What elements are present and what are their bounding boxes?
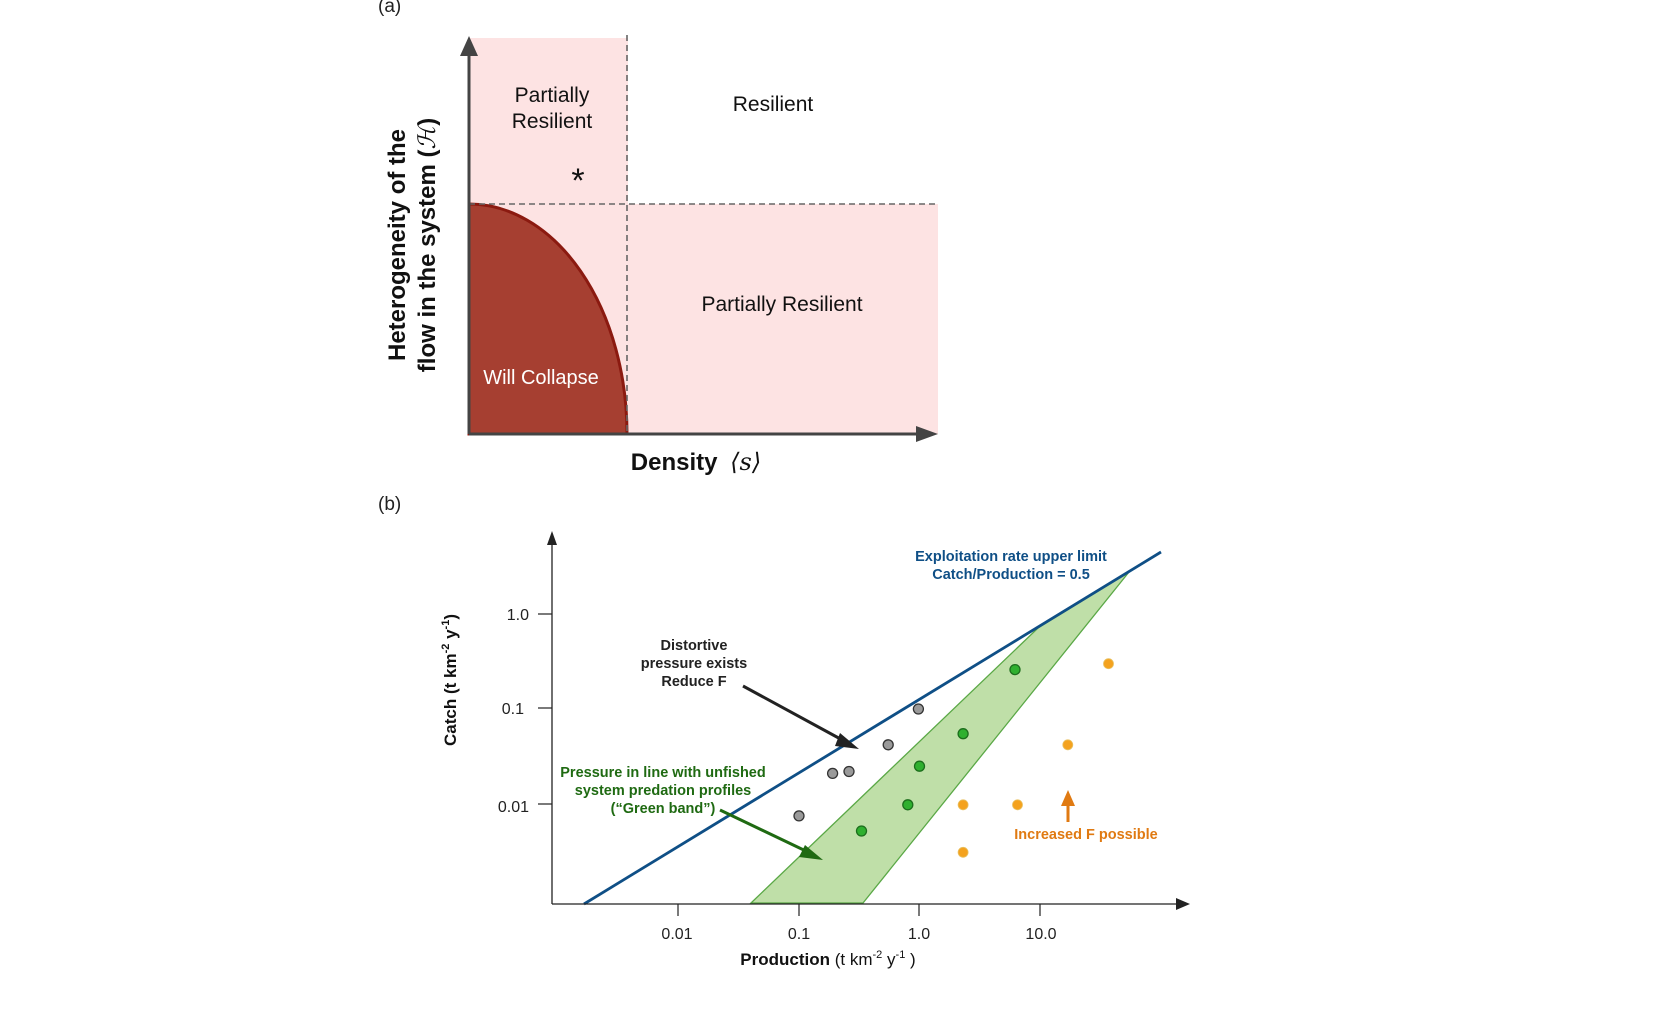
x-axis-a-arrowhead: [916, 426, 938, 442]
y-axis-b-arrowhead: [547, 531, 557, 545]
green-data-point: [913, 760, 926, 772]
green-band-arrowhead: [799, 845, 823, 860]
panel-a-label: (a): [378, 0, 402, 17]
y-axis-a-arrowhead: [460, 36, 478, 56]
distortive-label-line1: Distortive: [661, 638, 728, 654]
grey-data-point: [843, 765, 855, 778]
upper-limit-label-line1: Exploitation rate upper limit: [915, 549, 1107, 565]
panel-a: Partially Resilient * Resilient Partiall…: [384, 35, 938, 476]
grey-data-point: [793, 810, 805, 822]
orange-data-point: [957, 799, 969, 811]
x-axis-b-arrowhead: [1176, 898, 1190, 910]
orange-data-point: [1062, 739, 1074, 751]
increase-label: Increased F possible: [1014, 827, 1157, 843]
panel-b: 1.0 0.1 0.01 0.01 0.1 1.0 10.0 Productio…: [440, 531, 1190, 969]
region-top-left-label-line1: Partially: [515, 84, 590, 107]
green-band-label-line3: (“Green band”): [611, 801, 716, 817]
increase-arrowhead: [1061, 790, 1075, 806]
orange-data-point: [1103, 658, 1114, 670]
upper-limit-line: [583, 550, 1162, 906]
y-axis-a-label: Heterogeneity of the flow in the system …: [384, 118, 441, 372]
green-data-point: [902, 799, 914, 811]
distortive-arrow-shaft: [742, 684, 847, 744]
orange-data-point: [1012, 799, 1023, 811]
data-points: [793, 658, 1114, 858]
x-tick-label: 0.1: [788, 926, 810, 943]
y-axis-a-label-line2: flow in the system (ℋ): [413, 118, 441, 372]
region-top-left-label-line2: Resilient: [512, 110, 593, 133]
green-data-point: [855, 825, 868, 837]
region-bottom-right-label: Partially Resilient: [701, 293, 862, 316]
x-tick-label: 1.0: [908, 926, 930, 943]
collapse-label: Will Collapse: [483, 367, 599, 389]
y-tick-label: 0.1: [502, 701, 524, 718]
region-top-right-label: Resilient: [733, 93, 814, 116]
distortive-label-line3: Reduce F: [661, 674, 726, 690]
region-bottom-right-partial: [628, 204, 938, 434]
asterisk-marker: *: [571, 162, 584, 200]
green-data-point: [957, 728, 969, 740]
green-band-label-line2: system predation profiles: [575, 783, 751, 799]
green-band-label-line1: Pressure in line with unfished: [560, 765, 765, 781]
y-tick-label: 0.01: [498, 799, 529, 816]
y-axis-b-label: Catch (t km-2 y-1): [440, 614, 460, 746]
y-axis-a-label-line1: Heterogeneity of the: [384, 129, 411, 361]
green-band-arrow-shaft: [719, 808, 811, 855]
distortive-arrowhead: [835, 733, 859, 749]
orange-data-point: [957, 846, 969, 858]
x-tick-label: 0.01: [661, 926, 692, 943]
x-axis-b-label: Production (t km-2 y-1 ): [740, 949, 915, 969]
green-data-point: [1009, 663, 1021, 676]
y-axis-b-label-text: Catch (t km-2 y-1): [440, 614, 460, 746]
distortive-label-line2: pressure exists: [641, 656, 747, 672]
panel-b-label: (b): [378, 494, 402, 515]
y-tick-label: 1.0: [507, 607, 529, 624]
x-tick-label: 10.0: [1025, 926, 1056, 943]
grey-data-point: [882, 739, 894, 751]
grey-data-point: [912, 703, 925, 715]
grey-data-point: [826, 767, 839, 780]
collapse-region: [467, 202, 629, 436]
upper-limit-label-line2: Catch/Production = 0.5: [932, 567, 1090, 583]
x-axis-a-label: Density ⟨s⟩: [631, 448, 761, 476]
